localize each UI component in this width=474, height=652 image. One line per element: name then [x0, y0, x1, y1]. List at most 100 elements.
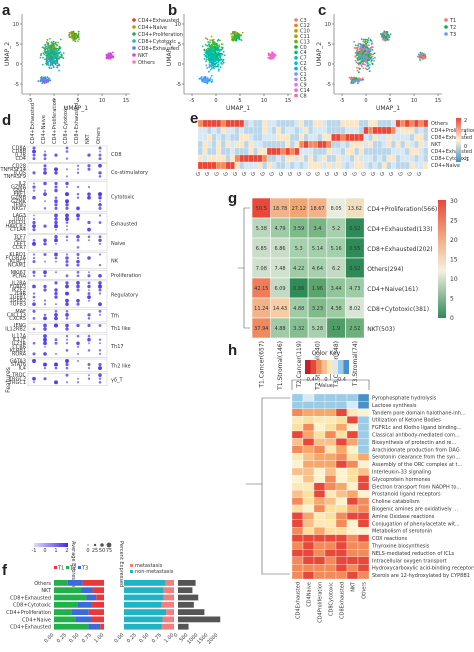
heatmap-cell — [299, 154, 304, 163]
umap-point — [110, 55, 112, 58]
heatmap-cell — [404, 161, 410, 170]
heatmap-cell — [230, 133, 235, 142]
color-key-band — [327, 360, 333, 374]
heatmap-cell — [239, 140, 245, 149]
dotplot-gene-label: TGFB2 — [9, 298, 26, 304]
umap-point — [109, 58, 112, 60]
legend-swatch — [294, 66, 298, 71]
dotplot-dot — [32, 341, 36, 345]
umap-point — [360, 58, 363, 61]
umap-point — [203, 79, 206, 82]
heatmap-cell — [262, 119, 268, 128]
dotplot-dot — [76, 281, 80, 285]
dotplot-gene-label: TNFRSF9 — [3, 174, 26, 180]
heatmap-cell — [409, 119, 415, 128]
dotplot-dot — [43, 334, 47, 339]
umap-point — [421, 53, 423, 56]
h-cell — [346, 549, 359, 557]
dotplot-dot — [44, 260, 46, 263]
dotplot-gene-label: FCGR3A — [6, 256, 27, 262]
umap-point — [380, 33, 382, 35]
heatmap-cell — [230, 161, 235, 170]
heatmap-cell — [331, 147, 337, 156]
umap-point — [46, 59, 49, 61]
g-cell-value: 27.12 — [292, 206, 306, 212]
dotplot-dot — [43, 274, 47, 278]
umap-point — [44, 80, 47, 82]
percent-tick: 0 — [86, 548, 89, 554]
umap-point — [363, 50, 366, 53]
dotplot-dot — [43, 170, 47, 175]
heatmap-cell — [253, 140, 258, 149]
f-tick: 0 — [173, 632, 179, 638]
h-cell — [335, 482, 348, 491]
umap-point — [367, 58, 369, 61]
umap-point — [112, 56, 114, 59]
h-cell — [357, 549, 370, 557]
dotplot-group-box — [27, 280, 108, 308]
heatmap-cell — [303, 126, 309, 135]
umap-point — [77, 40, 79, 42]
h-cell — [335, 416, 348, 424]
umap-point — [50, 67, 53, 69]
umap-point — [213, 67, 216, 70]
heatmap-cell — [230, 140, 235, 149]
dotplot-gene-label: CCR7 — [12, 245, 26, 251]
heatmap-cell — [326, 133, 332, 142]
dotplot-dot — [65, 206, 69, 210]
h-cell — [324, 475, 337, 483]
h-row-label: Intracellular oxygen transport — [372, 558, 447, 564]
umap-point — [71, 32, 74, 35]
dotplot-dot — [98, 302, 102, 307]
h-cell — [324, 453, 337, 461]
umap-point — [208, 43, 210, 46]
heatmap-cell — [225, 147, 231, 156]
umap-point — [45, 58, 48, 60]
dotplot-dot — [65, 157, 69, 160]
umap-point — [234, 39, 236, 41]
heatmap-cell — [404, 119, 410, 128]
heatmap-cell — [207, 119, 212, 128]
umap-point — [205, 60, 207, 62]
dotplot-dot — [55, 242, 57, 245]
h-cell — [313, 445, 326, 454]
heatmap-cell — [363, 133, 369, 142]
umap-point — [367, 55, 370, 58]
dotplot-dot — [87, 227, 91, 232]
heatmap-cell — [207, 140, 212, 149]
g-row-label: CD4+Exhausted(133) — [367, 226, 432, 233]
umap-point — [205, 52, 208, 55]
dotplot-dot — [65, 274, 69, 278]
f-bar-segment — [54, 601, 78, 608]
umap-point — [211, 67, 213, 69]
h-cell — [313, 497, 326, 506]
panel-label-g: g — [228, 190, 238, 207]
dotplot-gene-label: LAG3 — [13, 213, 26, 219]
umap-point — [423, 52, 425, 55]
h-cell — [335, 467, 348, 476]
expression-tick: 0 — [43, 548, 46, 554]
h-row-label: Pyrophosphate hydrolysis — [372, 396, 437, 402]
umap-point — [59, 38, 62, 41]
heatmap-cell — [230, 154, 235, 163]
heatmap-cell — [257, 119, 263, 128]
dotplot-dot — [87, 317, 91, 320]
f-bar-segment — [76, 616, 91, 623]
heatmap-cell — [331, 133, 337, 142]
h-cell — [335, 453, 348, 461]
umap-point — [424, 56, 427, 59]
heatmap-cell — [340, 126, 346, 135]
h-cell — [302, 556, 315, 565]
heatmap-cell — [308, 126, 314, 135]
h-cell — [313, 467, 326, 476]
h-cell — [324, 556, 337, 565]
f-bar-segment — [92, 587, 104, 594]
heatmap-cell — [423, 119, 429, 128]
heatmap-cell — [308, 161, 314, 170]
umap-point — [48, 45, 51, 48]
f-bar-segment — [67, 580, 83, 586]
heatmap-cell — [381, 133, 387, 142]
heatmap-cell — [326, 140, 332, 149]
umap-point — [202, 80, 205, 83]
f-bar-segment — [54, 580, 68, 586]
